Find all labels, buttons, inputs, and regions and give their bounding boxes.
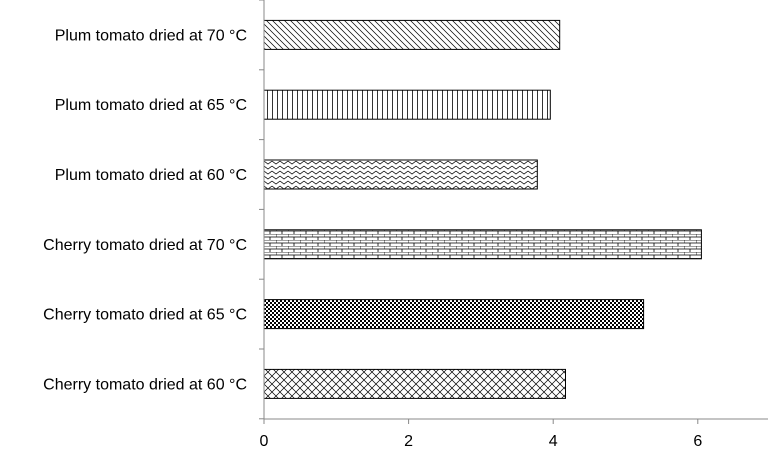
axes: 0 2 4 6 — [259, 0, 768, 450]
category-labels: Cherry tomato dried at 60 °C Cherry tomat… — [43, 27, 247, 393]
bar-2 — [263, 299, 645, 330]
x-tick-label: 4 — [549, 433, 558, 450]
bar-4 — [263, 159, 538, 190]
x-tick-label: 2 — [404, 433, 413, 450]
x-tick-label: 6 — [693, 433, 702, 450]
category-label: Plum tomato dried at 60 °C — [55, 167, 247, 184]
category-label: Cherry tomato dried at 65 °C — [43, 307, 247, 324]
category-label: Plum tomato dried at 70 °C — [55, 27, 247, 44]
category-label: Cherry tomato dried at 60 °C — [43, 376, 247, 393]
bar-1 — [263, 368, 566, 399]
bar-3 — [263, 229, 702, 260]
category-label: Cherry tomato dried at 70 °C — [43, 237, 247, 254]
x-tick-label: 0 — [260, 433, 269, 450]
category-label: Plum tomato dried at 65 °C — [55, 97, 247, 114]
bar-5 — [263, 89, 551, 120]
bar-6 — [263, 19, 561, 50]
bars — [263, 19, 702, 399]
